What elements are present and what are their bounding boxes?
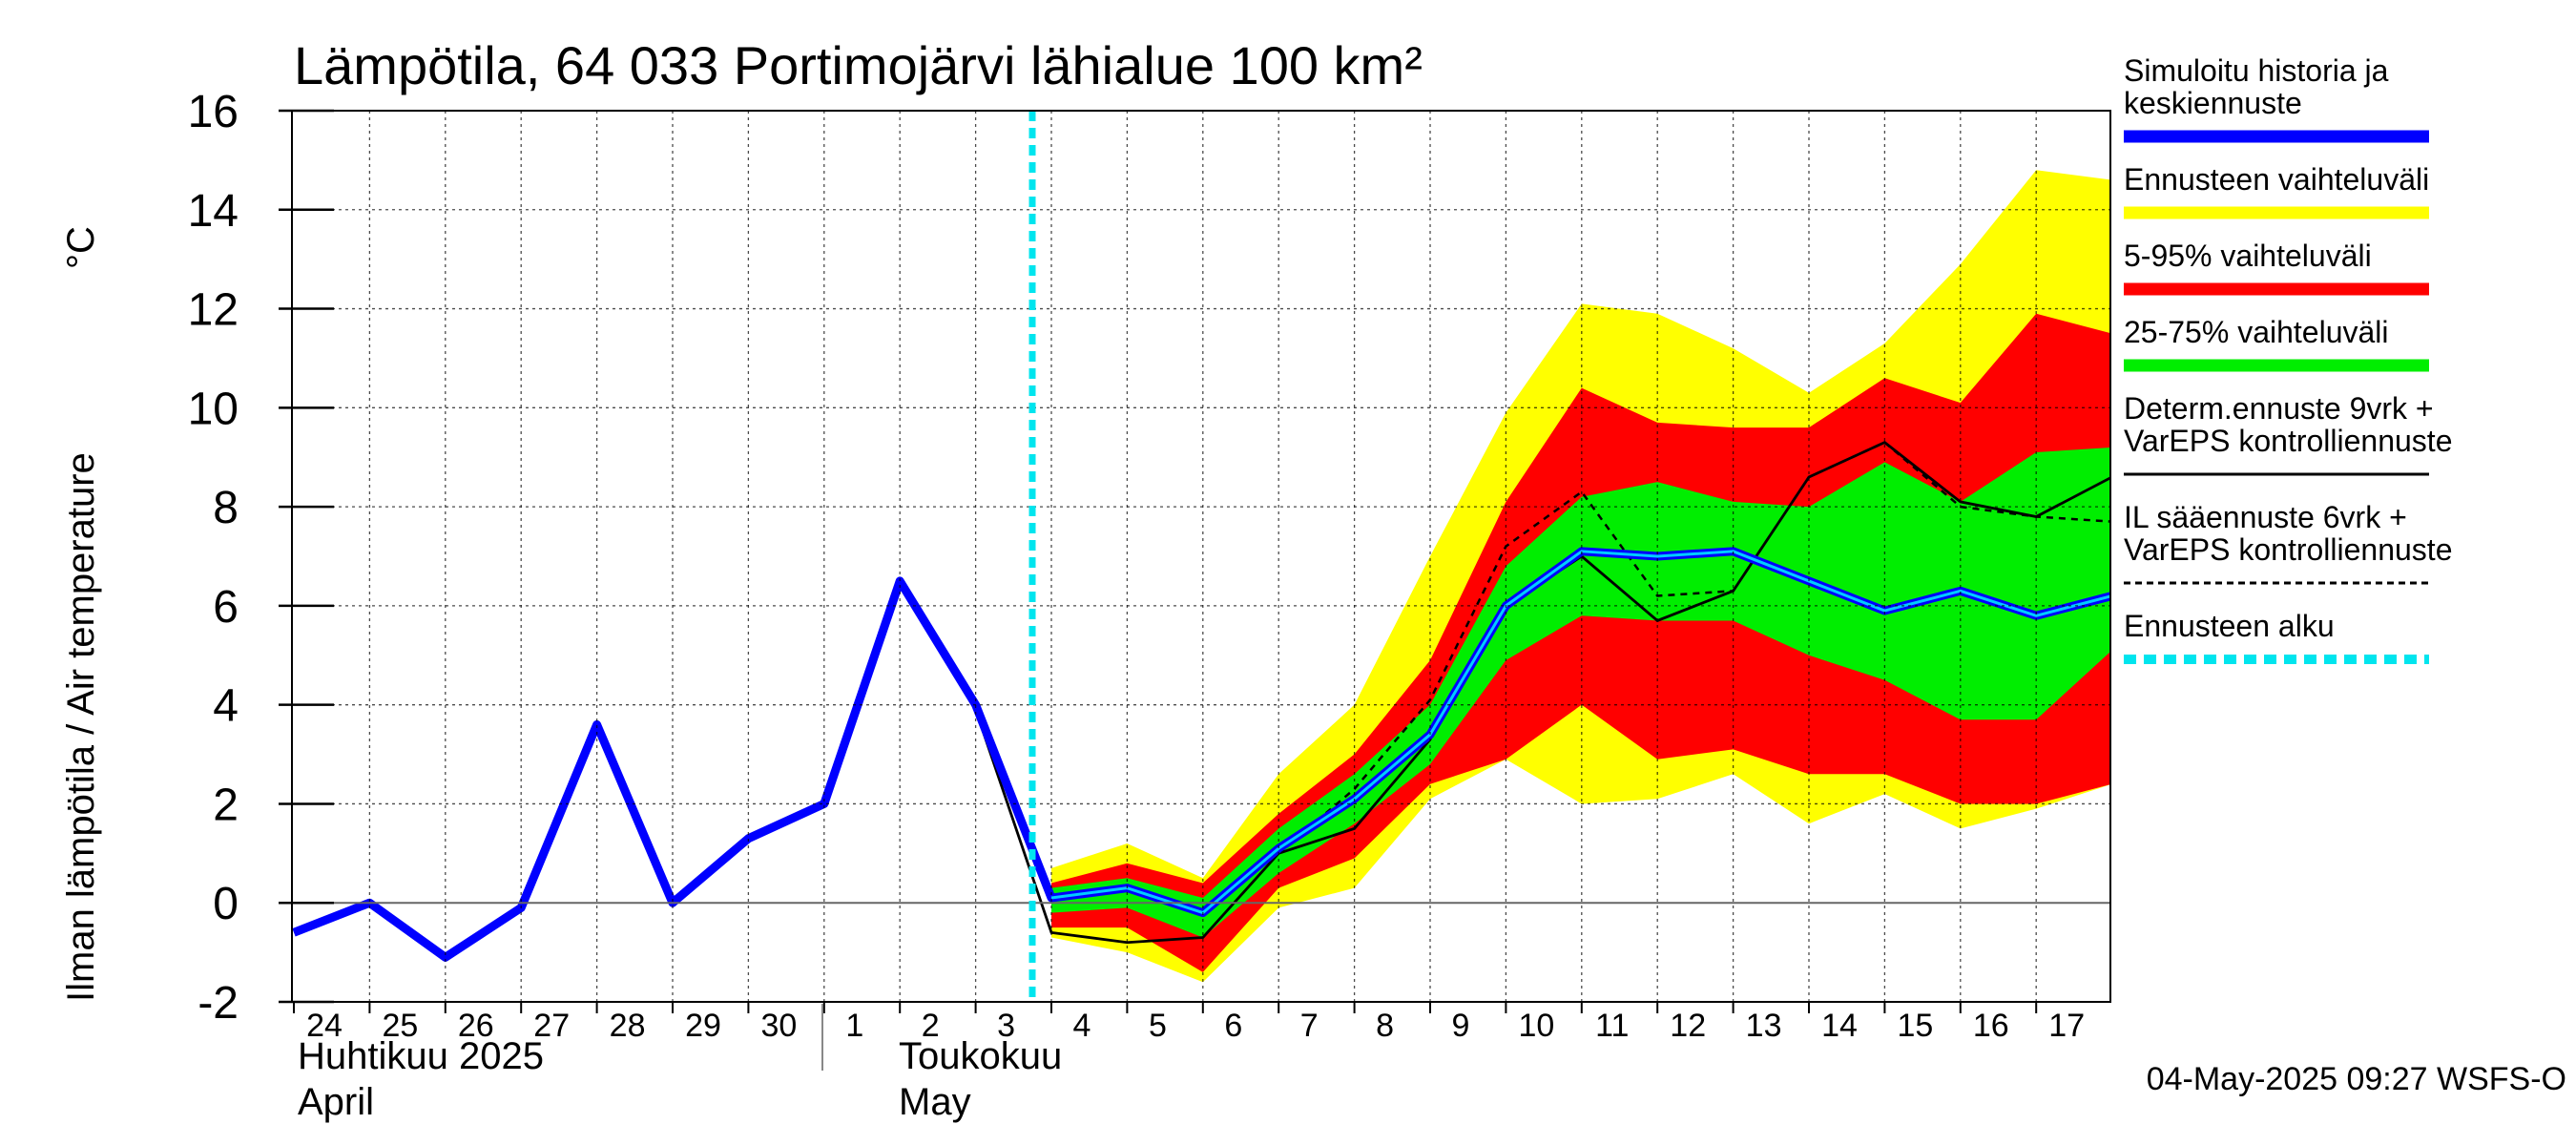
x-tick-label: 13 [1746, 1008, 1782, 1044]
chart-title: Lämpötila, 64 033 Portimojärvi lähialue … [294, 35, 1423, 95]
median-forecast-highlight [1050, 550, 2110, 915]
legend-label: keskiennuste [2124, 86, 2302, 120]
y-tick-label: 8 [213, 483, 239, 533]
y-tick-label: 12 [188, 285, 239, 336]
axes [291, 110, 2111, 1003]
legend-label: Determ.ennuste 9vrk + [2124, 391, 2434, 426]
legend-label: VarEPS kontrolliennuste [2124, 424, 2452, 458]
x-tick-label: 8 [1376, 1008, 1394, 1044]
y-tick-label: 2 [213, 780, 239, 830]
x-tick-label: 25 [382, 1008, 418, 1044]
y-tick-label: 14 [188, 186, 239, 237]
y-ticks: -2 0 2 4 6 8 10 12 14 16 [188, 87, 334, 1029]
plot-frame [291, 110, 2111, 1003]
month-labels: Huhtikuu 2025 April Toukokuu May [298, 1004, 1062, 1123]
legend-label: Ennusteen alku [2124, 609, 2335, 643]
timestamp-footer: 04-May-2025 09:27 WSFS-O [2147, 1061, 2566, 1097]
y-tick-label: 10 [188, 384, 239, 434]
y-axis-label: Ilman lämpötila / Air temperature °C [60, 226, 102, 1002]
legend-label: Simuloitu historia ja [2124, 53, 2389, 88]
x-ticks: 24 25 26 27 28 29 30 1 2 3 4 5 6 7 8 9 10 11 12 13 14 15 16 17 [293, 1002, 2085, 1044]
x-tick-label: 17 [2048, 1008, 2085, 1044]
x-tick-label: 16 [1973, 1008, 2009, 1044]
il-forecast-line [1278, 441, 2110, 855]
y-tick-label: -2 [197, 978, 239, 1029]
legend-label: Ennusteen vaihteluväli [2124, 162, 2429, 197]
month-may-fi: Toukokuu [899, 1035, 1062, 1077]
x-tick-label: 15 [1897, 1008, 1933, 1044]
month-april-en: April [298, 1081, 374, 1123]
y-tick-label: 6 [213, 582, 239, 633]
x-tick-label: 27 [533, 1008, 570, 1044]
month-april-fi: Huhtikuu 2025 [298, 1035, 544, 1077]
x-tick-label: 12 [1670, 1008, 1706, 1044]
grid [292, 111, 2110, 1002]
x-tick-label: 3 [997, 1008, 1015, 1044]
x-tick-label: 9 [1452, 1008, 1470, 1044]
legend-label: IL sääennuste 6vrk + [2124, 500, 2407, 534]
y-axis-unit: °C [60, 226, 102, 269]
y-tick-label: 0 [213, 879, 239, 929]
x-tick-label: 2 [922, 1008, 940, 1044]
x-tick-label: 29 [685, 1008, 721, 1044]
x-tick-label: 6 [1224, 1008, 1242, 1044]
x-tick-label: 14 [1821, 1008, 1858, 1044]
legend-label: 25-75% vaihteluväli [2124, 315, 2389, 349]
x-tick-label: 5 [1149, 1008, 1167, 1044]
y-tick-label: 16 [188, 87, 239, 137]
x-tick-label: 10 [1518, 1008, 1554, 1044]
x-tick-label: 26 [458, 1008, 494, 1044]
p25-75-band [1051, 447, 2110, 938]
month-may-en: May [899, 1081, 971, 1123]
x-tick-label: 28 [610, 1008, 646, 1044]
x-tick-label: 11 [1595, 1008, 1629, 1044]
x-tick-label: 24 [306, 1008, 343, 1044]
y-axis-title: Ilman lämpötila / Air temperature [60, 452, 102, 1002]
x-tick-label: 30 [760, 1008, 797, 1044]
legend-label: VarEPS kontrolliennuste [2124, 532, 2452, 567]
legend-label: 5-95% vaihteluväli [2124, 239, 2372, 273]
x-tick-label: 1 [845, 1008, 863, 1044]
y-tick-label: 4 [213, 681, 239, 732]
x-tick-label: 4 [1073, 1008, 1091, 1044]
x-tick-label: 7 [1300, 1008, 1319, 1044]
